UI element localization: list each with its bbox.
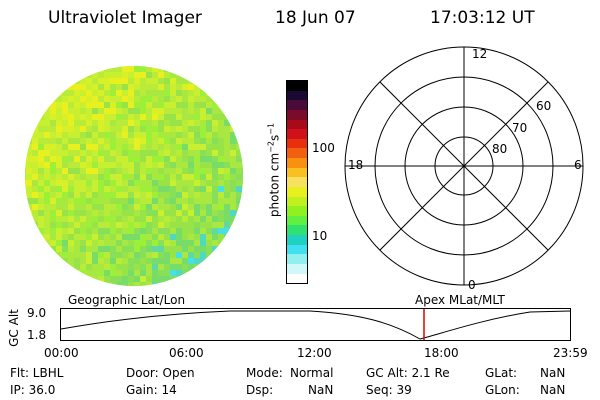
polar-label-12: 12: [472, 47, 487, 61]
colorbar-segment: [287, 206, 307, 216]
colorbar-segment: [287, 158, 307, 168]
colorbar-segment: [287, 90, 307, 101]
colorbar-segment: [287, 186, 307, 197]
colorbar-segment: [287, 215, 307, 226]
time-tick-2: 12:00: [297, 346, 332, 360]
timeline-y-top: 9.0: [27, 306, 47, 320]
info-glat-label: GLat:: [485, 366, 518, 380]
colorbar-tick-10: 10: [312, 229, 328, 243]
polar-grid: 12 18 6 0 60 70 80: [344, 46, 584, 290]
colorbar-segment: [287, 196, 307, 207]
uv-image: [25, 66, 243, 286]
colorbar-segment: [287, 254, 307, 264]
date-label: 18 Jun 07: [275, 8, 356, 28]
info-flt: Flt: LBHL: [10, 366, 64, 380]
polar-diagonal-2: [379, 81, 549, 251]
info-mode-value: Normal: [290, 366, 334, 380]
info-dsp-label: Dsp:: [246, 383, 274, 397]
timeline-plot: [60, 308, 571, 341]
time-tick-0: 00:00: [44, 346, 79, 360]
colorbar-segment: [287, 225, 307, 235]
polar-label-lat80: 80: [492, 142, 507, 156]
colorbar-segment: [287, 138, 307, 149]
colorbar-unit-sup1: −2: [266, 140, 276, 153]
colorbar-segment: [287, 273, 307, 284]
polar-label-lat70: 70: [512, 121, 527, 135]
timeline-frame: [60, 308, 571, 341]
colorbar-segment: [287, 235, 307, 245]
colorbar-segment: [287, 177, 307, 187]
polar-label-lat60: 60: [536, 99, 551, 113]
info-glat-value: NaN: [540, 366, 566, 380]
timeline-axis-title-text: GC Alt: [7, 309, 21, 347]
polar-label-18: 18: [348, 158, 363, 172]
info-door: Door: Open: [126, 366, 195, 380]
time-tick-3: 18:00: [424, 346, 459, 360]
info-dsp-value: NaN: [308, 383, 334, 397]
info-ip: IP: 36.0: [10, 383, 56, 397]
colorbar-segment: [287, 148, 307, 158]
colorbar-tick-100: 100: [312, 141, 335, 155]
timeline-left-label: Geographic Lat/Lon: [68, 293, 186, 307]
polar-label-6: 6: [574, 158, 582, 172]
colorbar-segment: [287, 119, 307, 130]
colorbar-segment: [287, 81, 307, 91]
polar-label-0: 0: [468, 278, 476, 290]
time-tick-1: 06:00: [169, 346, 204, 360]
time-label: 17:03:12 UT: [430, 8, 535, 28]
colorbar-unit-sup2: −1: [266, 122, 276, 135]
info-gain: Gain: 14: [126, 383, 177, 397]
info-glon-label: GLon:: [485, 383, 520, 397]
timeline-axis-title: GC Alt: [4, 309, 24, 347]
colorbar-segment: [287, 109, 307, 120]
time-tick-4: 23:59: [553, 346, 588, 360]
colorbar-segment: [287, 129, 307, 139]
colorbar-segment: [287, 100, 307, 110]
colorbar-segment: [287, 244, 307, 255]
colorbar-unit-mid: s: [267, 134, 282, 141]
info-gcalt: GC Alt: 2.1 Re: [366, 366, 450, 380]
colorbar: [286, 80, 308, 284]
colorbar-segment: [287, 167, 307, 178]
timeline-right-label: Apex MLat/MLT: [415, 293, 505, 307]
colorbar-unit-text: photon cm: [267, 152, 282, 218]
info-seq: Seq: 39: [366, 383, 412, 397]
timeline-y-bottom: 1.8: [27, 328, 47, 342]
info-glon-value: NaN: [540, 383, 566, 397]
app-title: Ultraviolet Imager: [48, 8, 202, 28]
altitude-curve: [60, 310, 571, 340]
colorbar-axis-label: photon cm−2s−1: [264, 123, 284, 217]
info-mode-label: Mode:: [246, 366, 283, 380]
colorbar-segment: [287, 263, 307, 274]
